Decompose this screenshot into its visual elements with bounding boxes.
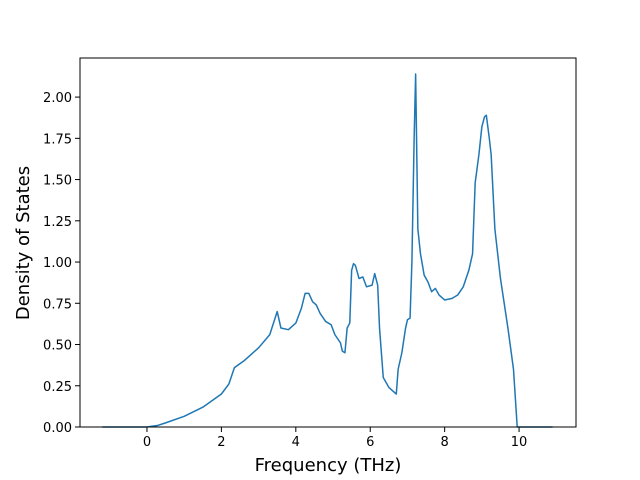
- y-tick-label: 1.75: [43, 132, 72, 147]
- x-tick-label: 10: [511, 435, 528, 450]
- x-tick-label: 2: [217, 435, 225, 450]
- line-series: [102, 73, 553, 428]
- x-axis-label: Frequency (THz): [255, 455, 402, 476]
- x-tick-label: 6: [366, 435, 374, 450]
- y-tick-label: 0.50: [43, 339, 72, 354]
- y-tick-label: 0.25: [43, 380, 72, 395]
- x-tick-label: 8: [441, 435, 449, 450]
- y-tick-label: 2.00: [43, 91, 72, 106]
- plot-frame: [79, 57, 577, 428]
- y-tick-label: 0.75: [43, 297, 72, 312]
- x-tick-label: 0: [143, 435, 151, 450]
- y-tick-label: 0.00: [43, 421, 72, 436]
- y-tick-label: 1.25: [43, 215, 72, 230]
- x-tick-label: 4: [292, 435, 300, 450]
- y-axis-label: Density of States: [13, 166, 34, 320]
- y-tick-label: 1.00: [43, 256, 72, 271]
- y-tick-label: 1.50: [43, 174, 72, 189]
